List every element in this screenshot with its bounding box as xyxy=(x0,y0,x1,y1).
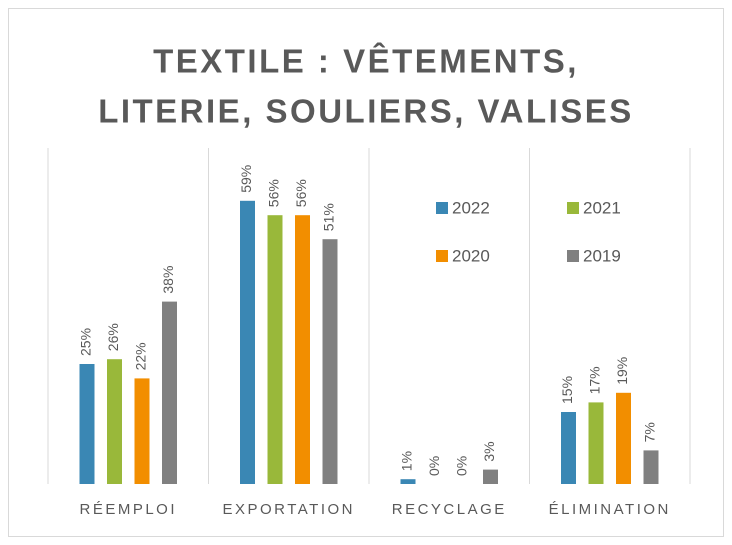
legend-swatch xyxy=(567,250,579,262)
legend-label: 2021 xyxy=(583,198,621,217)
data-label: 7% xyxy=(642,422,658,442)
bar xyxy=(134,378,150,484)
legend-label: 2019 xyxy=(583,246,621,265)
data-label: 15% xyxy=(559,376,575,404)
bar xyxy=(483,469,498,484)
data-label: 0% xyxy=(426,456,442,476)
bar xyxy=(162,301,177,484)
bar xyxy=(267,215,283,484)
data-label: 1% xyxy=(399,451,415,471)
x-tick-label: RECYCLAGE xyxy=(392,501,507,518)
dividers xyxy=(47,148,691,484)
legend-swatch xyxy=(436,250,448,262)
bar xyxy=(107,359,122,484)
bar xyxy=(240,200,255,485)
bar xyxy=(79,364,95,484)
chart-title: LITERIE, SOULIERS, VALISES xyxy=(98,93,634,130)
x-tick-label: ÉLIMINATION xyxy=(549,501,671,518)
bar xyxy=(616,392,631,484)
legend-label: 2020 xyxy=(452,246,490,265)
bar xyxy=(561,412,576,484)
data-label: 22% xyxy=(133,342,149,370)
data-label: 51% xyxy=(321,203,337,231)
chart-border xyxy=(8,8,724,537)
bar xyxy=(400,479,416,484)
legend-label: 2022 xyxy=(452,198,490,217)
data-label: 56% xyxy=(266,179,282,207)
legend-swatch xyxy=(567,202,579,214)
bar xyxy=(295,215,310,484)
bar xyxy=(588,402,604,484)
chart-title: TEXTILE : VÊTEMENTS, xyxy=(153,43,579,80)
data-label: 3% xyxy=(481,441,497,461)
data-label: 17% xyxy=(587,366,603,394)
data-label: 38% xyxy=(160,266,176,294)
data-label: 19% xyxy=(614,357,630,385)
x-tick-label: EXPORTATION xyxy=(222,501,355,518)
x-tick-label: RÉEMPLOI xyxy=(79,501,177,518)
bar xyxy=(322,239,338,484)
data-label: 0% xyxy=(454,456,470,476)
data-label: 56% xyxy=(293,179,309,207)
bar xyxy=(643,450,659,484)
data-label: 59% xyxy=(238,165,254,193)
data-label: 26% xyxy=(105,323,121,351)
legend-swatch xyxy=(436,202,448,214)
data-label: 25% xyxy=(78,328,94,356)
